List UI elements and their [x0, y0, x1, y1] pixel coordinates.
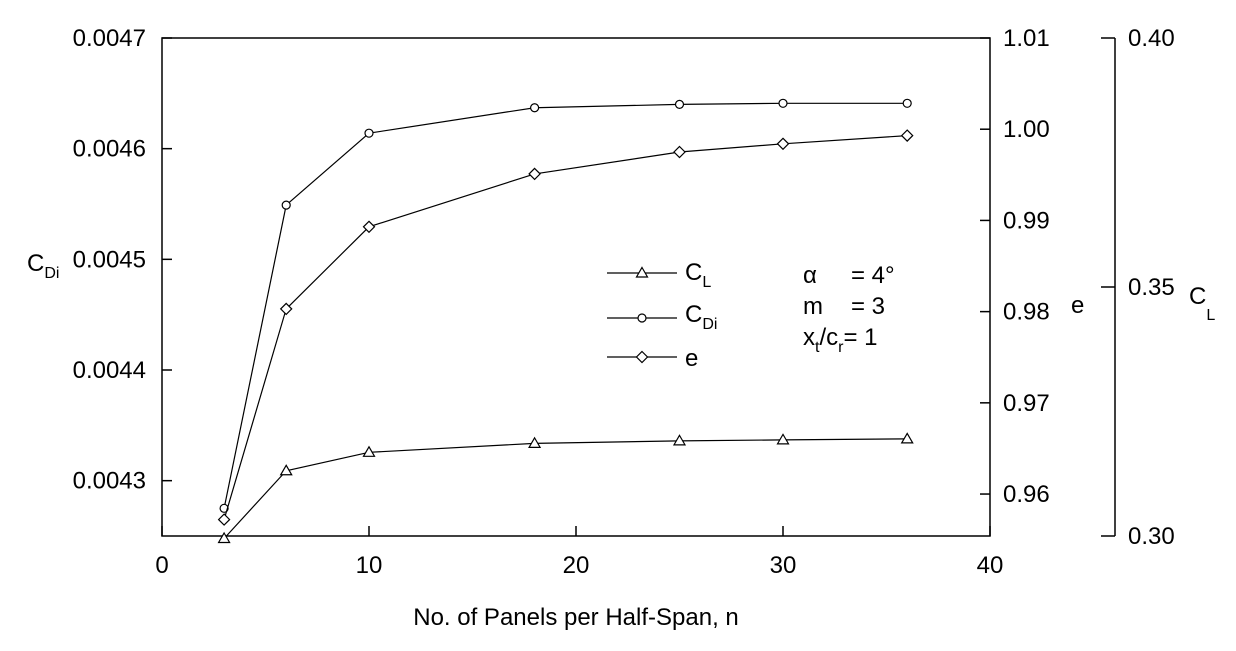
data-point-e: [900, 129, 914, 142]
e-tick-label: 0.98: [1003, 299, 1050, 326]
e-tick-label: 0.96: [1003, 481, 1050, 508]
data-point-cdi: [529, 103, 540, 113]
data-point-e: [362, 220, 376, 234]
alpha-value: = 4°: [851, 262, 895, 289]
data-point-cl: [362, 445, 376, 457]
data-point-cdi: [778, 98, 788, 108]
parameters-annotation: α = 4° m = 3 xt/cr= 1: [803, 262, 895, 356]
data-point-cdi: [281, 200, 291, 210]
x-tick-label: 20: [563, 552, 590, 579]
data-point-e: [217, 513, 231, 526]
x-tick-label: 40: [977, 552, 1004, 579]
e-axis-label: e: [1071, 292, 1084, 319]
cdi-axis-ticks: 0.0043 0.0044 0.0045 0.0046 0.0047: [73, 25, 172, 495]
data-point-e: [673, 145, 686, 159]
legend: CL CDi e: [607, 259, 717, 372]
e-axis-ticks: 0.96 0.97 0.98 0.99 1.00 1.01: [980, 25, 1050, 508]
cdi-tick-label: 0.0047: [73, 25, 146, 52]
legend-item-e: e: [607, 345, 698, 372]
data-point-e: [776, 137, 790, 151]
x-tick-label: 10: [356, 552, 383, 579]
cl-tick-label: 0.40: [1128, 25, 1175, 52]
data-point-cl: [776, 433, 790, 445]
cdi-tick-label: 0.0043: [73, 468, 146, 495]
legend-item-cl: CL: [607, 259, 711, 291]
data-point-cl: [900, 432, 914, 444]
x-axis-ticks: 0 10 20 30 40: [155, 526, 1003, 579]
x-tick-label: 30: [770, 552, 797, 579]
data-point-cl: [217, 531, 231, 544]
data-point-cdi: [902, 98, 912, 108]
series-cdi: [219, 98, 912, 513]
e-tick-label: 0.97: [1003, 390, 1050, 417]
legend-circle-marker: [637, 313, 647, 323]
data-point-cl: [528, 436, 542, 448]
e-tick-label: 0.99: [1003, 207, 1050, 234]
x-axis-label: No. of Panels per Half-Span, n: [413, 604, 739, 631]
ratio-label: xt/cr= 1: [803, 324, 877, 356]
svg-text:e: e: [685, 345, 698, 372]
alpha-label: α: [803, 262, 817, 289]
series-layer: [217, 98, 914, 544]
data-point-e: [528, 167, 541, 181]
e-tick-label: 1.00: [1003, 116, 1050, 143]
data-point-e: [279, 302, 293, 316]
series-cl: [217, 432, 914, 544]
legend-triangle-marker: [635, 266, 649, 278]
m-value: = 3: [851, 293, 885, 320]
cdi-tick-label: 0.0044: [73, 357, 146, 384]
data-point-cdi: [674, 99, 685, 110]
svg-text:CDi: CDi: [685, 301, 717, 333]
series-line-cl: [223, 438, 908, 539]
series-e: [217, 129, 914, 526]
cl-axis-label: CL: [1189, 283, 1215, 324]
m-label: m: [803, 293, 823, 320]
x-tick-label: 0: [155, 552, 168, 579]
cdi-tick-label: 0.0046: [73, 136, 146, 163]
cl-tick-label: 0.30: [1128, 523, 1175, 550]
legend-diamond-marker: [635, 350, 649, 364]
legend-item-cdi: CDi: [607, 301, 717, 333]
cl-axis-ticks: 0.30 0.35 0.40: [1101, 25, 1175, 550]
data-point-cdi: [364, 128, 374, 138]
e-tick-label: 1.01: [1003, 25, 1050, 52]
cdi-axis-label: CDi: [27, 250, 59, 282]
data-point-cl: [672, 434, 687, 446]
data-point-cl: [279, 464, 293, 476]
data-point-cdi: [219, 503, 229, 513]
cl-tick-label: 0.35: [1128, 274, 1175, 301]
cdi-tick-label: 0.0045: [73, 246, 146, 273]
svg-text:CL: CL: [685, 259, 711, 291]
